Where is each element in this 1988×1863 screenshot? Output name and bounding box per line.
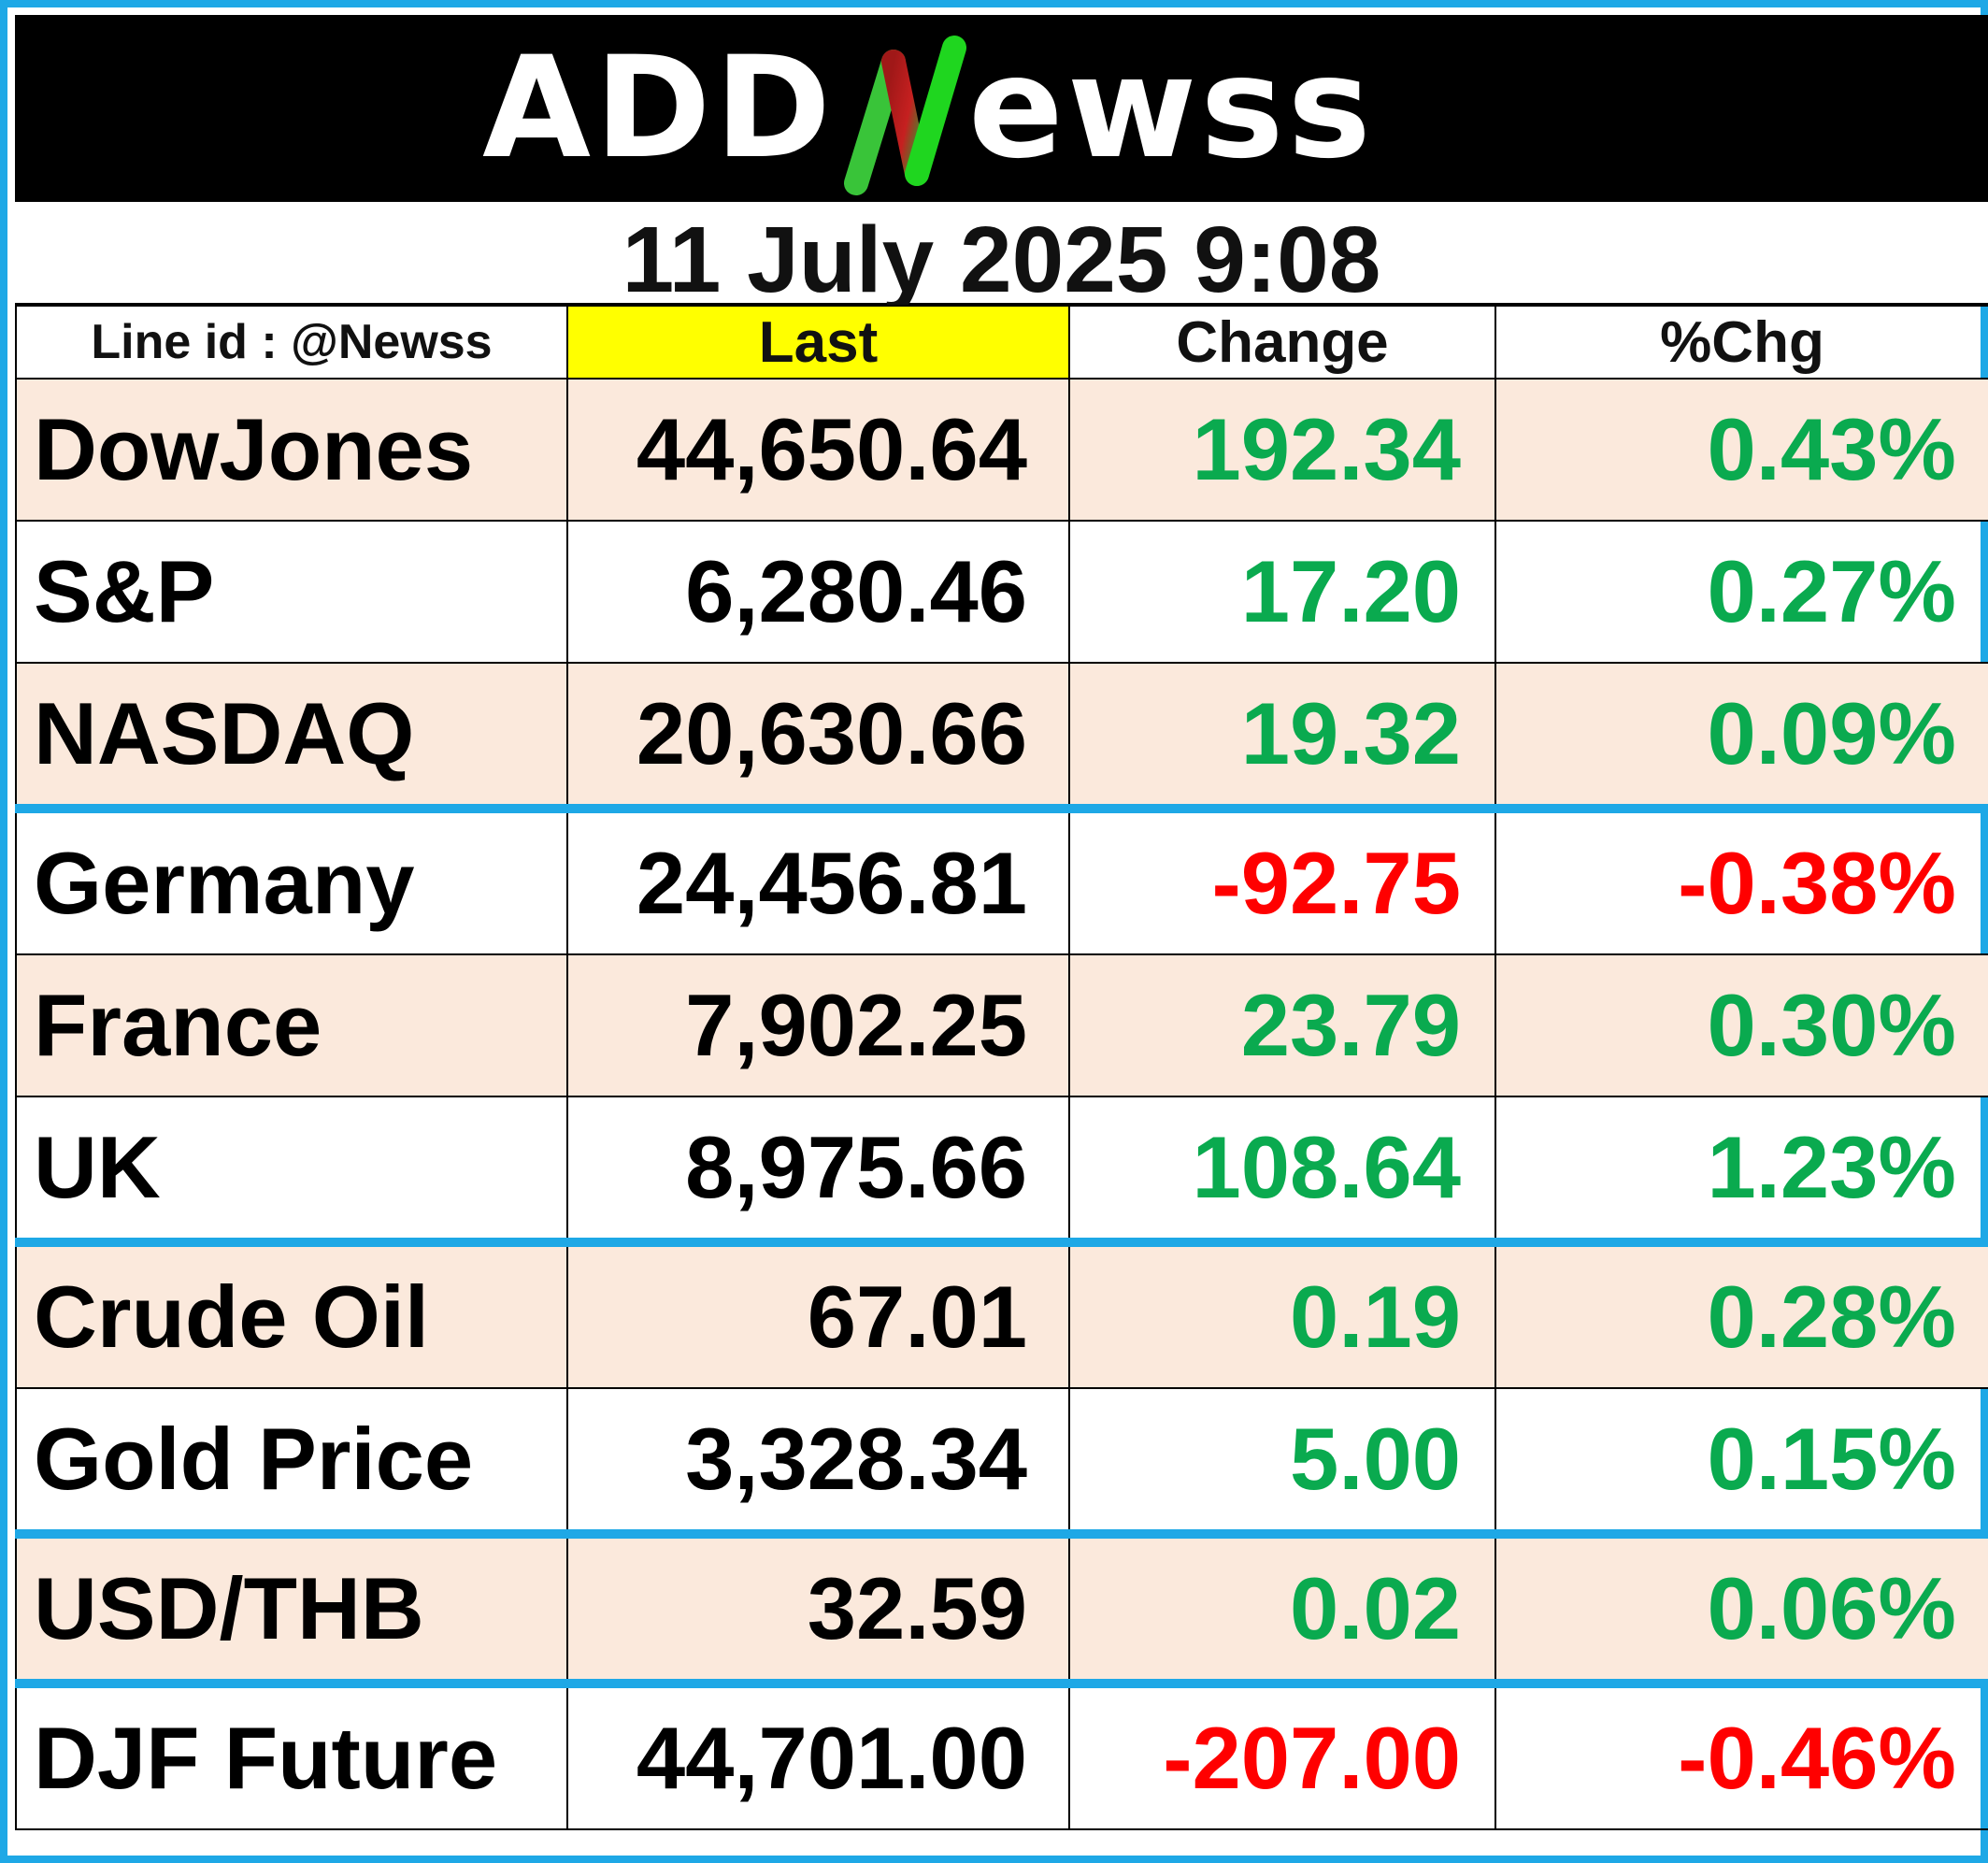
change-value: 23.79 <box>1068 953 1496 1097</box>
instrument-name: DJF Future <box>15 1679 568 1830</box>
change-value: 108.64 <box>1068 1096 1496 1243</box>
instrument-name: Gold Price <box>15 1387 568 1535</box>
change-value: 5.00 <box>1068 1387 1496 1535</box>
instrument-name: DowJones <box>15 378 568 522</box>
instrument-name: UK <box>15 1096 568 1243</box>
instrument-name: France <box>15 953 568 1097</box>
table-row: DowJones 44,650.64 192.34 0.43% <box>15 378 1988 522</box>
pct-change-value: 0.27% <box>1495 520 1988 664</box>
instrument-name: USD/THB <box>15 1529 568 1684</box>
last-value: 8,975.66 <box>566 1096 1070 1243</box>
logo-banner: ADD ewss <box>15 15 1988 202</box>
header-change: Change <box>1068 305 1496 380</box>
change-value: 0.02 <box>1068 1529 1496 1684</box>
last-value: 67.01 <box>566 1238 1070 1389</box>
last-value: 20,630.66 <box>566 662 1070 810</box>
table-row: S&P 6,280.46 17.20 0.27% <box>15 520 1988 664</box>
pct-change-value: 0.43% <box>1495 378 1988 522</box>
last-value: 24,456.81 <box>566 804 1070 955</box>
pct-change-value: 0.06% <box>1495 1529 1988 1684</box>
header-pct: %Chg <box>1495 305 1988 380</box>
logo-text-right: ewss <box>968 27 1375 190</box>
pct-change-value: 0.15% <box>1495 1387 1988 1535</box>
last-value: 44,701.00 <box>566 1679 1070 1830</box>
pct-change-value: -0.38% <box>1495 804 1988 955</box>
instrument-name: NASDAQ <box>15 662 568 810</box>
change-value: -92.75 <box>1068 804 1496 955</box>
table-row: USD/THB 32.59 0.02 0.06% <box>15 1529 1988 1684</box>
table-row: Gold Price 3,328.34 5.00 0.15% <box>15 1387 1988 1535</box>
change-value: -207.00 <box>1068 1679 1496 1830</box>
header-row: Line id : @Newss Last Change %Chg <box>15 305 1988 380</box>
table-row: France 7,902.25 23.79 0.30% <box>15 953 1988 1097</box>
logo-n-icon <box>844 36 966 195</box>
table-row: DJF Future 44,701.00 -207.00 -0.46% <box>15 1679 1988 1830</box>
date-time: 11 July 2025 9:08 <box>622 208 1381 312</box>
instrument-name: Germany <box>15 804 568 955</box>
change-value: 17.20 <box>1068 520 1496 664</box>
pct-change-value: -0.46% <box>1495 1679 1988 1830</box>
pct-change-value: 0.30% <box>1495 953 1988 1097</box>
table-row: UK 8,975.66 108.64 1.23% <box>15 1096 1988 1243</box>
last-value: 32.59 <box>566 1529 1070 1684</box>
table-row: Crude Oil 67.01 0.19 0.28% <box>15 1238 1988 1389</box>
pct-change-value: 1.23% <box>1495 1096 1988 1243</box>
pct-change-value: 0.28% <box>1495 1238 1988 1389</box>
table-row: NASDAQ 20,630.66 19.32 0.09% <box>15 662 1988 810</box>
logo-text-left: ADD <box>482 27 836 190</box>
pct-change-value: 0.09% <box>1495 662 1988 810</box>
table-row: Germany 24,456.81 -92.75 -0.38% <box>15 804 1988 955</box>
instrument-name: S&P <box>15 520 568 664</box>
date-time-row: 11 July 2025 9:08 <box>15 202 1988 312</box>
instrument-name: Crude Oil <box>15 1238 568 1389</box>
change-value: 0.19 <box>1068 1238 1496 1389</box>
change-value: 19.32 <box>1068 662 1496 810</box>
last-value: 7,902.25 <box>566 953 1070 1097</box>
header-line-id: Line id : @Newss <box>15 305 568 380</box>
change-value: 192.34 <box>1068 378 1496 522</box>
last-value: 6,280.46 <box>566 520 1070 664</box>
market-table: Line id : @Newss Last Change %Chg DowJon… <box>15 305 1988 1830</box>
header-last: Last <box>566 305 1070 380</box>
last-value: 3,328.34 <box>566 1387 1070 1535</box>
last-value: 44,650.64 <box>566 378 1070 522</box>
